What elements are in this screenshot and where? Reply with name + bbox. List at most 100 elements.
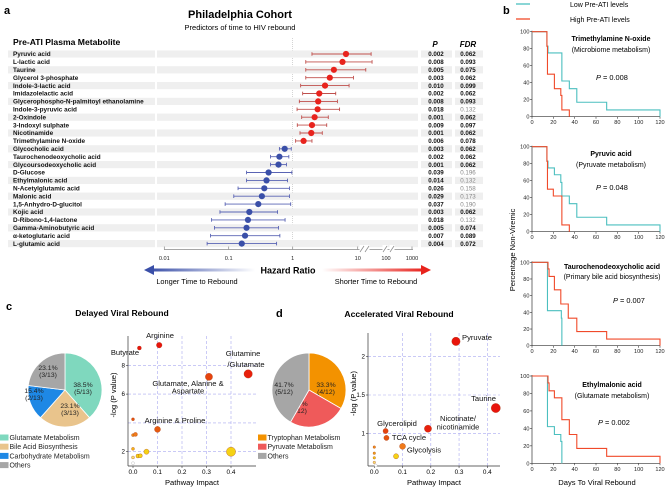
row-band: [455, 82, 483, 90]
km-y-tick-label: 80: [523, 277, 529, 283]
pie-slice: [271, 352, 310, 423]
p-value: 0.037: [428, 201, 444, 208]
km-x-tick-label: 0: [530, 120, 533, 126]
table-row: N-Acetylglutamic acid 0.026 0.158: [13, 185, 476, 193]
metabolite-name: Taurochenodeoxycholic acid: [13, 154, 101, 161]
km-x-tick-label: 20: [550, 467, 556, 473]
x-tick-label: 0.0: [370, 469, 379, 476]
row-band: [421, 82, 452, 90]
hazard-ratio-point: [342, 50, 350, 58]
legend-swatch: [258, 434, 267, 441]
table-row: Nicotinamide 0.001 0.062: [8, 129, 483, 137]
x-tick-label: 0.0: [129, 469, 138, 476]
p-value: 0.003: [428, 146, 444, 153]
pie-slice: [39, 389, 91, 428]
row-band: [8, 66, 155, 74]
hazard-ratio-point: [263, 177, 270, 184]
p-value: 0.004: [428, 241, 444, 248]
metabolite-name: 1,5-Anhydro-D-glucitol: [13, 201, 82, 208]
table-row: 3-Indoxyl sulphate 0.009 0.097: [13, 122, 476, 129]
pathway-point: [382, 428, 389, 434]
pathway-point: [205, 373, 213, 381]
table-row: Malonic acid 0.029 0.173: [8, 192, 483, 200]
fdr-value: 0.158: [460, 186, 476, 193]
hazard-ratio-point: [241, 232, 249, 239]
axis-tick-label: 0.1: [225, 256, 233, 262]
km-curve-low: [532, 261, 563, 346]
metabolite-name: Glycerophospho-N-palmitoyl ethanolamine: [13, 99, 144, 106]
table-row: Taurine 0.005 0.075: [8, 66, 483, 74]
p-value: 0.001: [428, 162, 444, 169]
metabolite-name: Taurine: [13, 67, 36, 74]
p-value: 0.018: [428, 107, 444, 114]
pathway-point: [131, 447, 135, 451]
row-band: [8, 192, 155, 200]
hazard-ratio-point: [243, 224, 250, 231]
km-y-tick-label: 40: [523, 426, 529, 432]
fdr-value: 0.097: [460, 122, 476, 129]
fdr-value: 0.072: [460, 241, 476, 248]
p-value-text: = 0.048: [601, 183, 628, 192]
row-band: [8, 240, 155, 248]
metabolite-name: Indole-3-pyruvic acid: [13, 107, 77, 114]
metabolite-name: Trimethylamine N-oxide: [13, 138, 86, 145]
km-y-tick-label: 20: [523, 327, 529, 333]
row-band: [157, 97, 418, 105]
km-y-tick-label: 100: [520, 260, 529, 266]
table-row: Imidazolelactic acid 0.002 0.062: [13, 90, 476, 98]
legend-label: Bile Acid Biosynthesis: [10, 444, 79, 451]
row-band: [8, 97, 155, 105]
hazard-ratio-point: [339, 58, 346, 65]
table-row: Indole-3-lactic acid 0.010 0.099: [8, 82, 483, 90]
row-band: [455, 50, 483, 58]
km-y-tick-label: 80: [523, 162, 529, 168]
x-tick-label: 0.4: [483, 469, 492, 476]
hazard-ratio-point: [315, 98, 322, 105]
hazard-ratio-point: [308, 122, 316, 129]
row-band: [421, 176, 452, 184]
axis-break-icon: [364, 245, 370, 253]
table-row: Glycerophospho-N-palmitoyl ethanolamine 0…: [8, 97, 483, 106]
hazard-ratio-point: [244, 216, 252, 223]
accelerated-pathway-scatter: 0.0 0.1 0.2 0.3 0.4 1 1.5 2 -log (P value) Pathwa…: [349, 333, 501, 487]
row-band: [455, 97, 483, 105]
table-row: D-Ribono-1,4-lactone 0.018 0.132: [13, 216, 476, 224]
pathway-point: [393, 453, 399, 460]
hazard-ratio-point: [281, 145, 288, 152]
km-x-tick-label: 40: [572, 235, 578, 241]
km-x-tick-label: 80: [614, 235, 620, 241]
km-x-tick-label: 100: [634, 120, 643, 126]
fdr-value: 0.062: [460, 130, 476, 137]
pathway-point: [372, 456, 376, 460]
y-tick-label: 1: [362, 430, 366, 437]
table-row: Glycoursodeoxycholic acid 0.001 0.062: [8, 161, 483, 169]
legend-label: Glutamate Metabolism: [10, 435, 80, 442]
p-symbol: P: [598, 418, 603, 427]
pathway-label: Butyrate: [111, 348, 139, 357]
x-axis-label: Pathway Impact: [165, 478, 220, 487]
y-tick-label: 6: [122, 391, 126, 398]
row-band: [8, 129, 155, 137]
p-value: 0.008: [428, 99, 444, 106]
km-x-tick-label: 120: [655, 120, 664, 126]
metabolite-name: Glycocholic acid: [13, 146, 64, 153]
row-band: [157, 129, 418, 137]
hazard-ratio-point: [275, 161, 282, 168]
km-curve-high: [532, 146, 570, 232]
hazard-ratio-point: [265, 169, 272, 176]
pie-slice-percent: 15.4%: [24, 388, 43, 395]
table-row: Glycocholic acid 0.003 0.062: [8, 145, 483, 153]
km-y-tick-label: 100: [520, 374, 529, 380]
km-x-tick-label: 60: [593, 235, 599, 241]
row-band: [455, 176, 483, 184]
row-band: [421, 161, 452, 169]
km-curve-high: [532, 31, 570, 117]
row-band: [157, 161, 418, 169]
row-band: [455, 161, 483, 169]
p-value: 0.003: [428, 75, 444, 82]
pie-slice-count: (3/12): [289, 408, 307, 415]
delayed-pathway-scatter: 0.0 0.1 0.2 0.3 0.4 2 6 8 -log (P value) Pathway …: [109, 331, 265, 487]
km-x-tick-label: 60: [593, 120, 599, 126]
pathway-label: TCA cycle: [392, 433, 426, 442]
km-plot: 0 20 40 60 80 100 0 20 40 60 80 100 120 Taurochenodeo…: [520, 260, 665, 355]
